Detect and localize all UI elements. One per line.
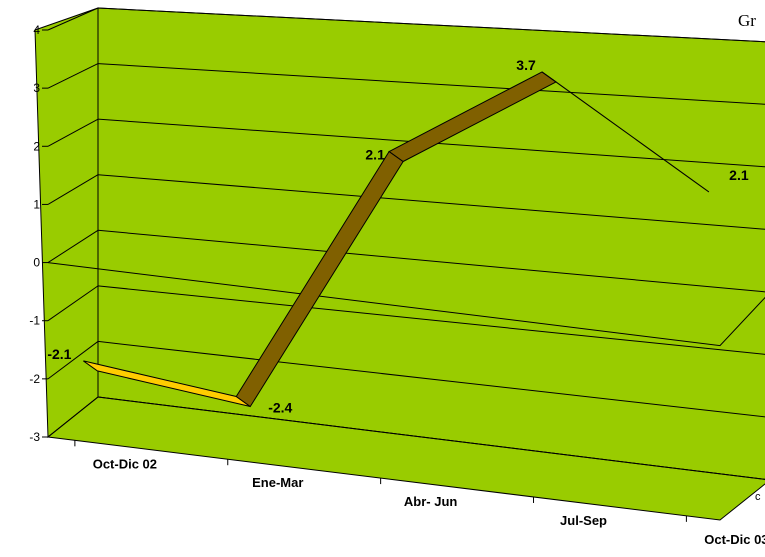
y-tick-label: 2 [33,139,40,153]
data-label: -2.1 [47,346,71,362]
side-wall [35,8,98,437]
y-tick-label: -2 [29,372,40,386]
y-tick-label: 4 [33,23,40,37]
series-axis-label-fragment: c [755,491,761,503]
category-label: Oct-Dic 02 [93,456,157,471]
y-tick-label: -1 [29,314,40,328]
y-tick-label: 1 [33,197,40,211]
y-tick-label: -3 [29,430,40,444]
chart-title-fragment: Gr [738,11,756,30]
data-label: 3.7 [516,57,536,73]
category-label: Ene-Mar [252,475,303,490]
data-label: -2.4 [268,400,292,416]
category-label: Abr- Jun [404,494,458,509]
y-tick-label: 0 [33,256,40,270]
chart-walls [35,8,765,520]
category-label: Jul-Sep [560,513,607,528]
data-label: 2.1 [729,167,749,183]
y-tick-label: 3 [33,81,40,95]
data-label: 2.1 [365,147,385,163]
category-label: Oct-Dic 03 [704,532,765,547]
